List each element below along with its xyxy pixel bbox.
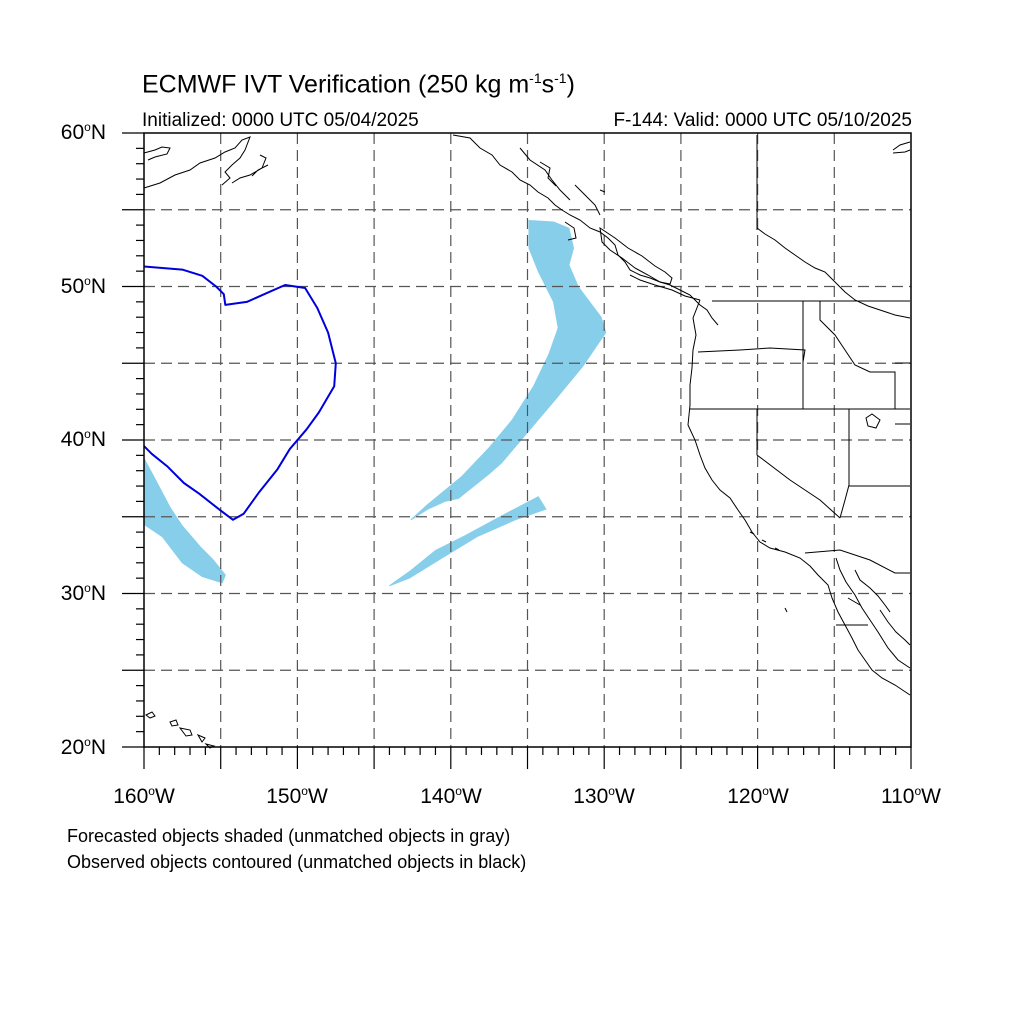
lat-label-30: 30oN xyxy=(60,581,106,605)
alaska-coastline xyxy=(143,136,269,189)
observed-legend-note: Observed objects contoured (unmatched ob… xyxy=(67,852,527,872)
observed-contour-north xyxy=(143,265,337,521)
bc-coastline xyxy=(452,134,719,326)
us-mexico-border xyxy=(804,549,910,574)
lat-label-50: 50oN xyxy=(60,274,106,298)
lon-label-150w: 150oW xyxy=(266,784,328,808)
observed-objects xyxy=(143,265,337,521)
initialized-label: Initialized: 0000 UTC 05/04/2025 xyxy=(142,110,419,131)
continental-divide-border xyxy=(756,135,911,319)
chart-title: ECMWF IVT Verification (250 kg m-1s-1) xyxy=(142,70,575,99)
axis-ticks xyxy=(122,132,912,769)
ca-nv-border xyxy=(756,409,841,519)
idaho-borders xyxy=(802,301,910,425)
nv-az-border xyxy=(839,409,910,519)
lat-label-20: 20oN xyxy=(60,735,106,759)
vancouver-island xyxy=(599,226,673,285)
forecast-object-main-ar-band xyxy=(410,219,607,521)
nw-canada-coast xyxy=(892,141,911,154)
west-coast xyxy=(687,299,911,696)
lon-label-160w: 160oW xyxy=(113,784,175,808)
lon-label-130w: 130oW xyxy=(573,784,635,808)
channel-islands xyxy=(749,531,788,613)
lon-label-140w: 140oW xyxy=(420,784,482,808)
baja-east-coast xyxy=(835,557,911,669)
lon-label-110w: 110oW xyxy=(881,784,941,808)
hawaii-islands xyxy=(145,711,216,749)
forecast-objects xyxy=(143,219,607,587)
mexico-state-lines xyxy=(836,597,868,626)
great-salt-lake xyxy=(865,413,881,429)
valid-time-label: F-144: Valid: 0000 UTC 05/10/2025 xyxy=(613,110,912,131)
lat-label-60: 60oN xyxy=(60,120,106,144)
lat-label-40: 40oN xyxy=(60,427,106,451)
lon-label-120w: 120oW xyxy=(727,784,789,808)
grid-lines xyxy=(144,133,911,747)
forecast-legend-note: Forecasted objects shaded (unmatched obj… xyxy=(67,826,511,846)
forecast-object-subtropical-tail xyxy=(143,458,226,584)
wa-or-border xyxy=(697,347,806,370)
gulf-coast xyxy=(854,569,911,646)
forecast-object-secondary-ar-band xyxy=(389,496,547,587)
coastlines-and-borders xyxy=(143,134,911,749)
